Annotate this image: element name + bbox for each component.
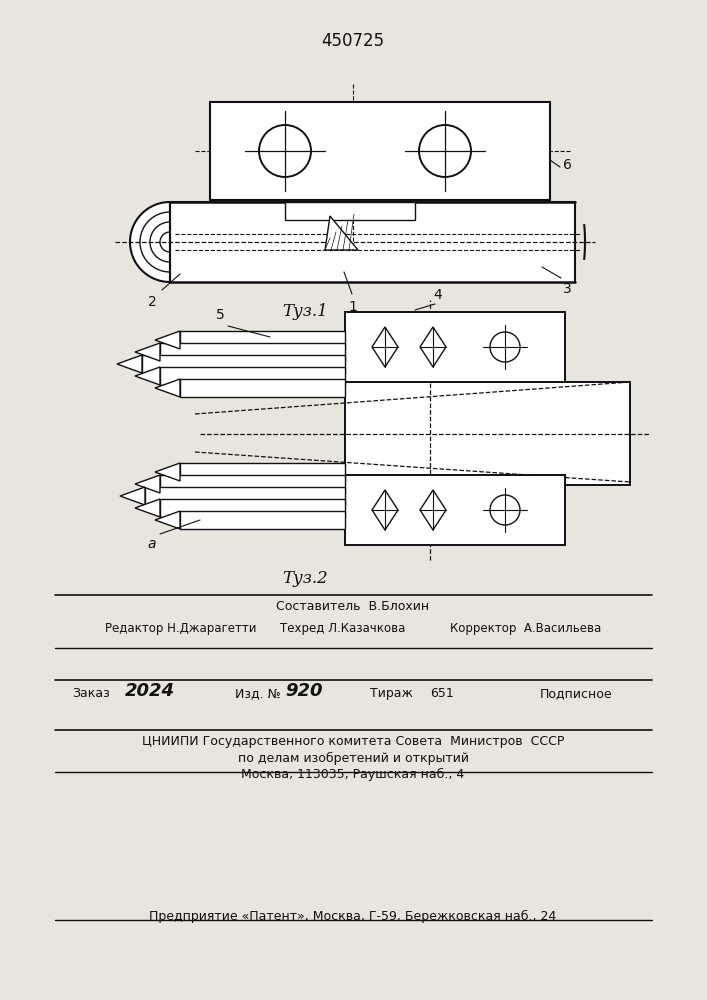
Text: 651: 651 (430, 687, 454, 700)
Text: по делам изобретений и открытий: по делам изобретений и открытий (238, 752, 469, 765)
Polygon shape (135, 499, 160, 517)
Text: Составитель  В.Блохин: Составитель В.Блохин (276, 600, 430, 613)
Bar (160, 475, 345, 493)
Text: Москва, 113035, Раушская наб., 4: Москва, 113035, Раушская наб., 4 (241, 768, 464, 781)
Bar (142, 355, 345, 373)
Text: Техред Л.Казачкова: Техред Л.Казачкова (280, 622, 405, 635)
Text: 6: 6 (563, 158, 572, 172)
Bar (180, 379, 345, 397)
Bar (210, 102, 550, 200)
Text: a: a (148, 537, 156, 551)
Text: Корректор  А.Васильева: Корректор А.Васильева (450, 622, 601, 635)
Text: ЦНИИПИ Государственного комитета Совета  Министров  СССР: ЦНИИПИ Государственного комитета Совета … (142, 735, 564, 748)
Polygon shape (155, 331, 180, 349)
Polygon shape (135, 475, 160, 493)
Bar (285, 202, 415, 220)
Ellipse shape (419, 125, 471, 177)
Text: Изд. №: Изд. № (235, 687, 281, 700)
Bar (345, 382, 630, 485)
Bar (345, 475, 565, 545)
Bar (145, 487, 345, 505)
Polygon shape (120, 487, 145, 505)
Circle shape (490, 495, 520, 525)
Polygon shape (135, 367, 160, 385)
Text: Τуз.1: Τуз.1 (282, 303, 328, 320)
Polygon shape (155, 379, 180, 397)
Bar (160, 499, 345, 517)
Text: Предприятие «Патент», Москва, Г-59, Бережковская наб., 24: Предприятие «Патент», Москва, Г-59, Бере… (149, 910, 556, 923)
Text: 2024: 2024 (125, 682, 175, 700)
Text: 4: 4 (433, 288, 443, 302)
Text: Подписное: Подписное (540, 687, 613, 700)
Text: 920: 920 (285, 682, 322, 700)
Bar (160, 343, 345, 361)
Bar (180, 463, 345, 481)
Ellipse shape (259, 125, 311, 177)
Text: Заказ: Заказ (72, 687, 110, 700)
Text: 5: 5 (216, 308, 225, 322)
Polygon shape (420, 490, 446, 530)
Bar (160, 367, 345, 385)
Polygon shape (135, 343, 160, 361)
Text: 2: 2 (148, 295, 156, 309)
Text: 1: 1 (348, 300, 357, 314)
Text: Тираж: Тираж (370, 687, 413, 700)
Polygon shape (117, 355, 142, 373)
Text: 3: 3 (563, 282, 572, 296)
Bar (180, 511, 345, 529)
Text: Редактор Н.Джарагетти: Редактор Н.Джарагетти (105, 622, 257, 635)
Text: 450725: 450725 (322, 32, 385, 50)
Circle shape (490, 332, 520, 362)
Polygon shape (155, 511, 180, 529)
Text: Τуз.2: Τуз.2 (282, 570, 328, 587)
Polygon shape (155, 463, 180, 481)
Polygon shape (420, 327, 446, 367)
Polygon shape (325, 216, 358, 250)
Bar (180, 331, 345, 349)
Polygon shape (372, 490, 398, 530)
Polygon shape (372, 327, 398, 367)
Polygon shape (130, 202, 575, 282)
Bar (345, 312, 565, 382)
